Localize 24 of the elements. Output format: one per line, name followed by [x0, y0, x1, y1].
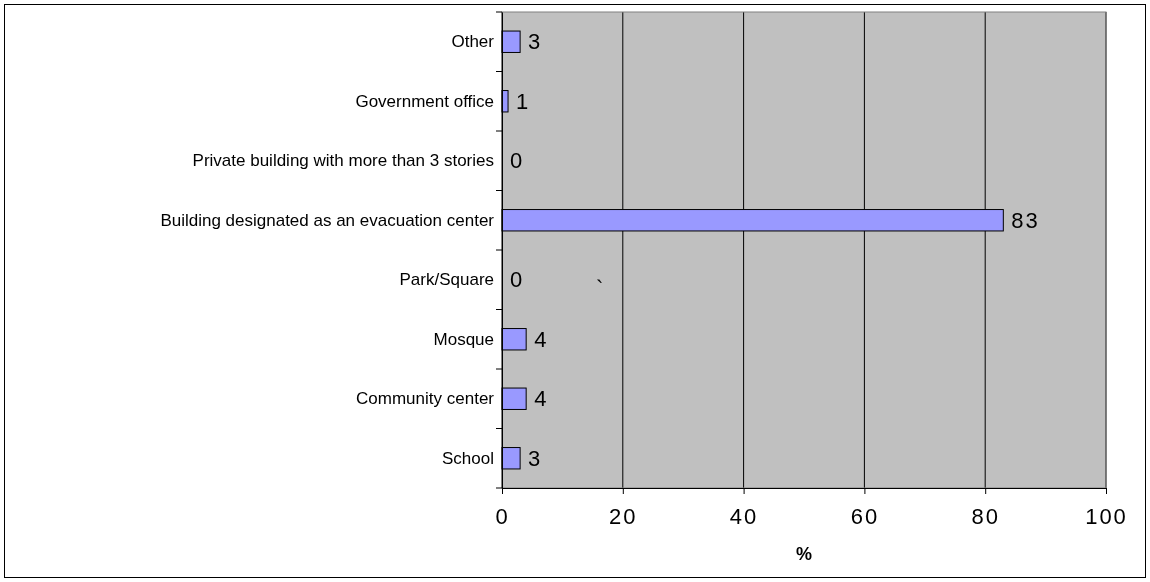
x-tick-label: 80	[971, 503, 1000, 529]
data-label: 1	[516, 88, 531, 114]
annotation: `	[596, 276, 604, 301]
data-label: 4	[534, 386, 549, 412]
y-tick-label: Park/Square	[399, 270, 494, 290]
x-tick-label: 0	[495, 503, 510, 529]
x-tick-label: 40	[729, 503, 759, 529]
x-tick-label: 20	[609, 503, 638, 529]
data-label: 0	[510, 148, 525, 174]
y-tick-label: Community center	[356, 389, 495, 409]
data-label: 0	[510, 267, 525, 293]
x-tick-label: 100	[1085, 503, 1128, 529]
data-label: 83	[1011, 207, 1040, 233]
y-tick-label: School	[442, 448, 494, 468]
data-label: 3	[528, 29, 543, 55]
y-tick-label: Mosque	[433, 329, 494, 349]
data-label: 4	[534, 326, 549, 352]
x-tick-label: 60	[850, 503, 880, 529]
y-tick-label: Government office	[355, 91, 494, 111]
data-label: 3	[528, 445, 543, 471]
x-axis-title: %	[795, 544, 813, 564]
y-tick-label: Private building with more than 3 stories	[192, 151, 494, 171]
y-tick-label: Building designated as an evacuation center	[160, 210, 495, 230]
y-tick-label: Other	[451, 32, 495, 52]
